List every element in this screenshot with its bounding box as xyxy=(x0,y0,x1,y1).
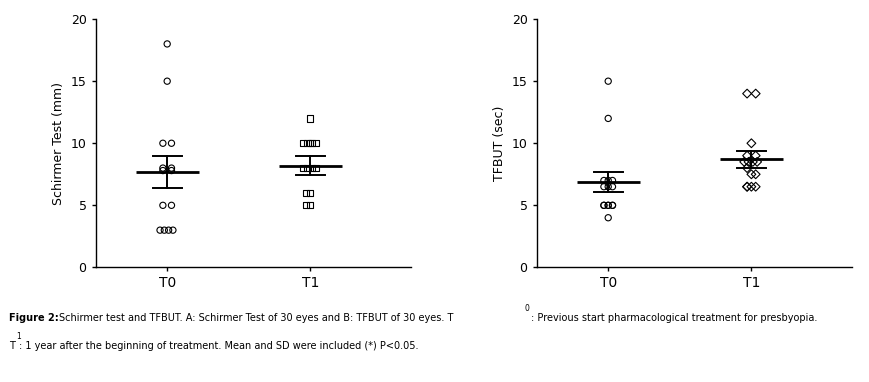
Point xyxy=(745,171,759,177)
Point xyxy=(301,140,315,146)
Point xyxy=(162,227,176,233)
Point xyxy=(309,165,323,171)
Text: 0: 0 xyxy=(525,304,530,313)
Text: : Previous start pharmacological treatment for presbyopia.: : Previous start pharmacological treatme… xyxy=(531,313,818,323)
Y-axis label: Schirmer Test (mm): Schirmer Test (mm) xyxy=(52,82,65,205)
Point xyxy=(164,140,178,146)
Point xyxy=(601,184,615,190)
Point xyxy=(303,190,317,196)
Point xyxy=(750,159,764,165)
Point xyxy=(749,152,763,159)
Text: Figure 2:: Figure 2: xyxy=(9,313,62,323)
Point xyxy=(597,202,611,208)
Point xyxy=(301,165,315,171)
Point xyxy=(156,167,169,173)
Point xyxy=(745,184,759,190)
Point xyxy=(305,165,319,171)
Point xyxy=(601,78,615,84)
Point xyxy=(299,202,313,208)
Point xyxy=(597,177,611,183)
Point xyxy=(597,202,611,208)
Point xyxy=(740,152,754,159)
Point xyxy=(737,159,751,165)
Point xyxy=(164,202,178,208)
Point xyxy=(741,159,755,165)
Point xyxy=(749,171,763,177)
Point xyxy=(601,177,615,183)
Point xyxy=(303,140,317,146)
Text: T: T xyxy=(9,341,15,351)
Point xyxy=(749,91,763,97)
Point xyxy=(305,140,319,146)
Point xyxy=(153,227,167,233)
Y-axis label: TFBUT (sec): TFBUT (sec) xyxy=(493,105,506,181)
Point xyxy=(296,165,310,171)
Point xyxy=(601,202,615,208)
Point xyxy=(156,202,169,208)
Point xyxy=(746,159,760,165)
Point xyxy=(157,227,171,233)
Point xyxy=(164,165,178,171)
Point xyxy=(299,190,313,196)
Point xyxy=(740,91,754,97)
Point xyxy=(601,115,615,121)
Point xyxy=(166,227,180,233)
Text: 1: 1 xyxy=(17,332,21,341)
Text: : 1 year after the beginning of treatment. Mean and SD were included (*) P<0.05.: : 1 year after the beginning of treatmen… xyxy=(19,341,419,351)
Text: Schirmer test and TFBUT. A: Schirmer Test of 30 eyes and B: TFBUT of 30 eyes. T: Schirmer test and TFBUT. A: Schirmer Tes… xyxy=(59,313,454,323)
Point xyxy=(606,202,620,208)
Point xyxy=(749,184,763,190)
Point xyxy=(160,41,174,47)
Point xyxy=(156,140,169,146)
Point xyxy=(303,202,317,208)
Point xyxy=(745,140,759,146)
Point xyxy=(160,78,174,84)
Point xyxy=(601,215,615,221)
Point xyxy=(164,167,178,173)
Point xyxy=(606,177,620,183)
Point xyxy=(309,140,323,146)
Point xyxy=(296,140,310,146)
Point xyxy=(597,184,611,190)
Point xyxy=(740,184,754,190)
Point xyxy=(303,115,317,121)
Point xyxy=(740,165,754,171)
Point xyxy=(156,165,169,171)
Point xyxy=(601,202,615,208)
Point xyxy=(740,184,754,190)
Point xyxy=(606,202,620,208)
Point xyxy=(606,184,620,190)
